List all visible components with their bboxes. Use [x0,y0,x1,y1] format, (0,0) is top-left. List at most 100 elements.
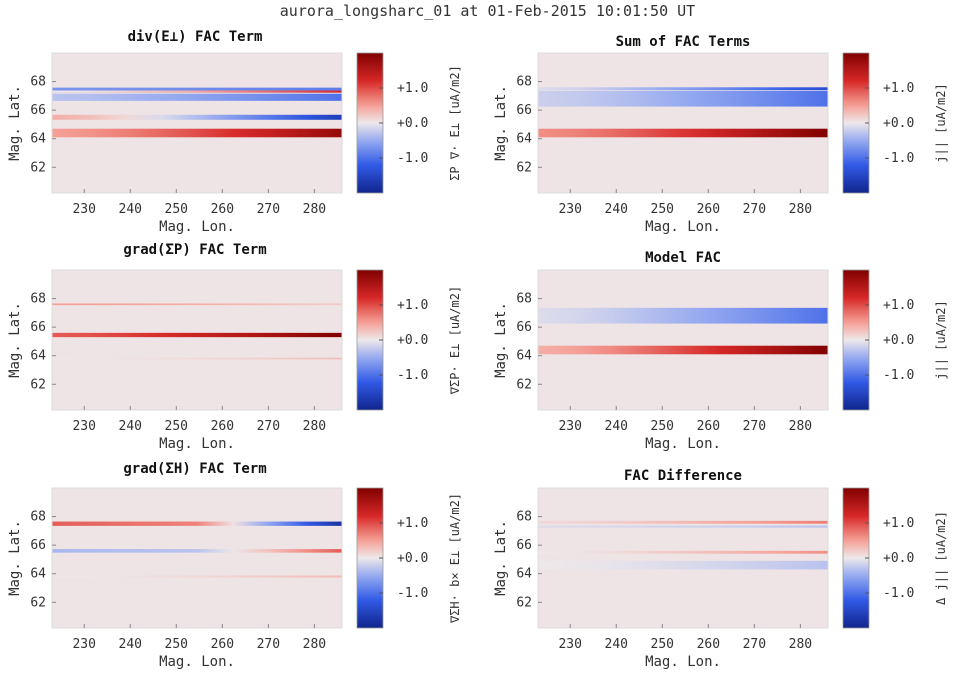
x-tick-label: 250 [651,637,674,652]
plot-frame [537,52,829,194]
y-tick-label: 66 [516,320,532,335]
panel-title: div(E⊥) FAC Term [128,29,263,45]
fac-band [538,128,828,138]
x-tick-label: 270 [743,202,766,217]
colorbar-tick-label: -1.0 [397,586,428,601]
fac-band [538,87,828,91]
fac-band [52,128,342,138]
colorbar-label: ∇ΣP· E⊥ [uA/m2] [448,286,462,395]
colorbar-tick-label: +0.0 [397,333,428,348]
x-tick-label: 270 [257,637,280,652]
y-tick-label: 62 [30,595,46,610]
plot-frame [537,269,829,411]
colorbar [356,52,384,194]
x-tick-label: 240 [119,637,142,652]
y-tick-label: 66 [30,320,46,335]
plot-frame [537,487,829,629]
y-tick-label: 68 [30,510,46,525]
x-tick-label: 250 [165,202,188,217]
colorbar-tick-label: -1.0 [883,368,914,383]
x-tick-label: 230 [558,202,581,217]
colorbar [842,52,870,194]
fac-band [52,332,342,338]
y-tick-label: 64 [516,132,532,147]
x-tick-label: 270 [743,419,766,434]
colorbar-tick-label: +0.0 [883,333,914,348]
y-tick-label: 66 [516,103,532,118]
y-axis-label: Mag. Lat. [493,520,509,596]
x-tick-label: 230 [72,202,95,217]
y-tick-label: 64 [30,132,46,147]
x-tick-label: 260 [697,419,720,434]
x-tick-label: 240 [119,202,142,217]
x-tick-label: 260 [697,637,720,652]
fac-band [52,87,342,93]
panel-gradH: 62 64 66 68 230 240 250 260 270 280 Mag. Lon. Mag. … [7,461,462,670]
x-tick-label: 230 [558,637,581,652]
x-tick-label: 280 [303,637,326,652]
panel-title: Sum of FAC Terms [616,34,751,50]
y-tick-label: 64 [516,567,532,582]
colorbar-tick-label: +1.0 [883,81,914,96]
plot-background [538,53,828,193]
colorbar-label: j|| [uA/m2] [934,83,948,162]
colorbar-tick-label: +1.0 [397,81,428,96]
colorbar-tick-label: +1.0 [397,298,428,313]
panel-title: grad(ΣH) FAC Term [123,461,266,477]
fac-band [52,93,342,101]
x-axis-label: Mag. Lon. [645,219,721,235]
colorbar-tick-label: -1.0 [397,368,428,383]
plot-frame [51,269,343,411]
colorbar-label: ΣP ∇· E⊥ [uA/m2] [448,65,462,181]
colorbar-label: ∇ΣH· b× E⊥ [uA/m2] [448,493,462,624]
plot-background [52,270,342,410]
colorbar-tick-label: +0.0 [397,116,428,131]
y-tick-label: 62 [516,595,532,610]
x-tick-label: 280 [303,202,326,217]
panel-diff: 62 64 66 68 230 240 250 260 270 280 Mag. Lon. Mag. … [493,468,948,670]
y-axis-label: Mag. Lat. [7,520,23,596]
x-axis-label: Mag. Lon. [159,436,235,452]
fac-band [538,550,828,554]
fac-band [52,549,342,553]
plot-frame [51,487,343,629]
fac-band [538,520,828,524]
colorbar-label: Δ j|| [uA/m2] [934,511,948,605]
plot-background [538,270,828,410]
colorbar-tick-label: -1.0 [883,586,914,601]
panel-gradP: 62 64 66 68 230 240 250 260 270 280 Mag. Lon. Mag. … [7,242,462,452]
panel-title: grad(ΣP) FAC Term [123,242,266,258]
y-tick-label: 62 [516,160,532,175]
colorbar-tick-label: +0.0 [883,551,914,566]
fac-band [538,307,828,324]
x-tick-label: 250 [651,202,674,217]
colorbar-tick-label: +1.0 [397,516,428,531]
y-tick-label: 68 [516,75,532,90]
colorbar [356,269,384,411]
x-tick-label: 280 [789,637,812,652]
y-tick-label: 64 [516,349,532,364]
colorbar [842,487,870,629]
x-axis-label: Mag. Lon. [159,219,235,235]
colorbar-tick-label: +1.0 [883,516,914,531]
plot-frame [51,52,343,194]
colorbar-label: j|| [uA/m2] [934,300,948,379]
colorbar-tick-label: +1.0 [883,298,914,313]
colorbar [842,269,870,411]
x-tick-label: 230 [72,419,95,434]
fac-band [52,521,342,526]
y-tick-label: 68 [516,510,532,525]
y-tick-label: 62 [30,160,46,175]
y-tick-label: 66 [30,103,46,118]
x-axis-label: Mag. Lon. [159,654,235,670]
y-tick-label: 68 [516,292,532,307]
colorbar-tick-label: +0.0 [397,551,428,566]
plot-background [52,53,342,193]
figure-title: aurora_longsharc_01 at 01-Feb-2015 10:01… [279,2,696,20]
panel-sum: 62 64 66 68 230 240 250 260 270 280 Mag. Lon. Mag. … [493,34,948,235]
x-tick-label: 230 [72,637,95,652]
x-tick-label: 250 [165,637,188,652]
x-tick-label: 280 [789,202,812,217]
x-tick-label: 240 [605,202,628,217]
